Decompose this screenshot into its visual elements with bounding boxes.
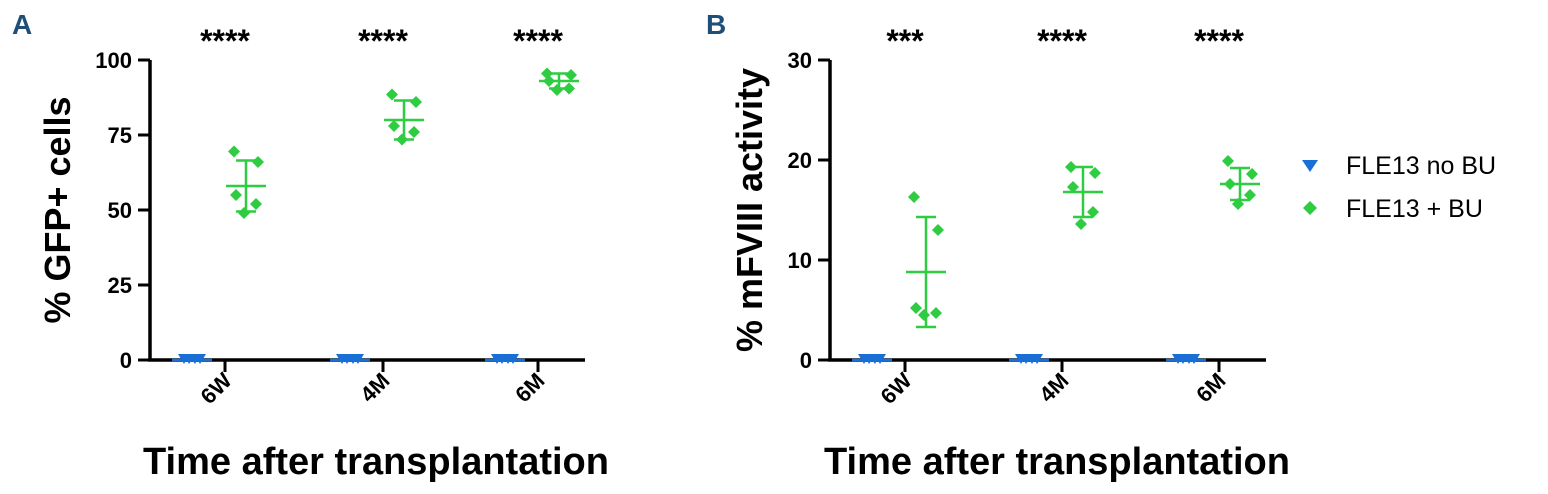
panel-b-x-tick-label: 6M: [1191, 368, 1230, 407]
panel-b-plot: 0 10 20 30 6W *** 4M **** 6M ****: [788, 23, 1260, 409]
panel-a-x-tick-label: 6M: [510, 368, 549, 407]
panel-a-point-bu: [408, 126, 420, 138]
panel-b-y-tick-label: 10: [788, 248, 812, 273]
panel-a-point-bu: [396, 133, 408, 146]
panel-a-y-tick-label: 75: [108, 123, 132, 148]
panel-b-x-tick-label: 6W: [876, 368, 917, 409]
panel-b-point-bu: [1222, 155, 1234, 167]
panel-b-y-tick-label: 30: [788, 48, 812, 73]
legend-bu-marker: [1303, 201, 1317, 215]
legend-bu-label: FLE13 + BU: [1346, 195, 1483, 223]
panel-b-point-bu: [1232, 198, 1244, 210]
panel-b-significance-label: ***: [886, 23, 924, 59]
panel-b-point-bu: [910, 302, 922, 314]
panel-b-point-bu: [918, 309, 930, 321]
panel-b-significance-label: ****: [1194, 23, 1244, 59]
panel-b-point-bu: [1246, 168, 1258, 180]
panel-a-point-bu: [386, 88, 398, 101]
panel-b-point-bu: [1224, 178, 1236, 190]
panel-b-significance-label: ****: [1037, 23, 1087, 59]
panel-a-point-bu: [565, 69, 577, 81]
panel-a-plot: 0 25 50 75 100 6W **** 4M **** 6M ****: [95, 23, 579, 409]
panel-b-point-no-bu: [874, 354, 886, 364]
panel-b-point-bu: [932, 224, 944, 236]
panel-b-x-axis-title: Time after transplantation: [824, 441, 1290, 483]
panel-a-x-axis-title: Time after transplantation: [143, 441, 609, 483]
panel-b-point-no-bu: [1188, 354, 1200, 364]
panel-a-significance-label: ****: [513, 23, 563, 59]
panel-a-significance-label: ****: [200, 23, 250, 59]
panel-a-y-axis-title: % GFP+ cells: [37, 96, 78, 323]
panel-a-point-bu: [230, 189, 242, 201]
panel-a-point-no-bu: [507, 354, 519, 364]
panel-b-y-tick-label: 0: [800, 348, 812, 373]
legend-no-bu-marker: [1302, 160, 1318, 172]
panel-b-point-bu: [1244, 189, 1256, 201]
panel-a-point-bu: [252, 156, 264, 168]
panel-b-point-bu: [1065, 161, 1077, 173]
panel-b-x-tick-label: 4M: [1034, 368, 1073, 407]
panel-a-y-tick-label: 0: [120, 348, 132, 373]
panel-a-point-bu: [551, 84, 563, 96]
panel-a-point-no-bu: [194, 354, 206, 364]
panel-b-point-bu: [1089, 167, 1101, 179]
legend-no-bu-label: FLE13 no BU: [1346, 152, 1496, 180]
panel-a-y-tick-label: 50: [108, 198, 132, 223]
panel-a-significance-label: ****: [358, 23, 408, 59]
panel-b-y-axis-title: % mFVIII activity: [729, 68, 770, 352]
panel-a-point-bu: [563, 82, 575, 95]
panel-a-point-bu: [410, 96, 422, 108]
panel-b-point-no-bu: [1031, 354, 1043, 364]
panel-a-x-tick-label: 6W: [196, 368, 237, 409]
panel-b-point-bu: [1087, 206, 1099, 218]
panel-a-point-bu: [543, 75, 555, 87]
panel-a-y-tick-label: 100: [95, 48, 132, 73]
panel-a: % GFP+ cells Time after transplantation …: [37, 23, 609, 483]
panel-b-y-tick-label: 20: [788, 148, 812, 173]
panel-b-point-bu: [1067, 181, 1079, 193]
panel-letter-b: B: [706, 9, 726, 40]
panel-b-point-bu: [930, 307, 942, 319]
panel-a-point-bu: [228, 145, 240, 158]
panel-a-x-tick-label: 4M: [355, 368, 394, 407]
panel-a-point-bu: [388, 120, 400, 132]
panel-letter-a: A: [12, 9, 32, 40]
panel-b-point-bu: [1075, 218, 1087, 230]
panel-a-point-bu: [250, 198, 262, 210]
legend: FLE13 no BU FLE13 + BU: [1302, 152, 1496, 223]
panel-b-point-bu: [908, 191, 920, 203]
panel-a-point-no-bu: [352, 354, 364, 364]
panel-a-y-tick-label: 25: [108, 273, 132, 298]
panel-a-point-bu: [238, 207, 250, 219]
panel-b: % mFVIII activity Time after transplanta…: [729, 23, 1290, 483]
